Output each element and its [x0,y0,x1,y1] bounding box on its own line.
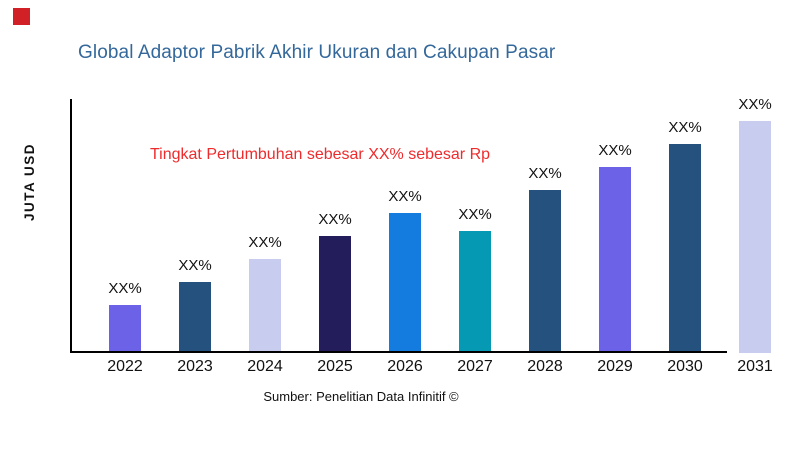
bar-2031 [739,121,771,353]
x-tick-2028: 2028 [527,358,563,375]
x-tick-2025: 2025 [317,358,353,375]
bar-value-label-2030: XX% [668,119,702,136]
source-note: Sumber: Penelitian Data Infinitif © [263,389,459,404]
x-tick-2031: 2031 [737,358,773,375]
bar-2027 [459,231,491,353]
growth-annotation: Tingkat Pertumbuhan sebesar XX% sebesar … [150,146,491,163]
x-tick-2027: 2027 [457,358,493,375]
y-axis-label: JUTA USD [22,143,37,222]
brand-red-square-icon [13,8,30,25]
bar-2026 [389,213,421,353]
bar-value-label-2026: XX% [388,188,422,205]
bar-2023 [179,282,211,353]
bar-value-label-2029: XX% [598,142,632,159]
x-tick-2029: 2029 [597,358,633,375]
x-tick-2022: 2022 [107,358,143,375]
bar-2025 [319,236,351,353]
bar-value-label-2024: XX% [248,234,282,251]
chart-title: Global Adaptor Pabrik Akhir Ukuran dan C… [78,42,556,63]
x-tick-2030: 2030 [667,358,703,375]
bar-2029 [599,167,631,353]
x-tick-2026: 2026 [387,358,423,375]
x-axis-line [70,351,727,353]
bar-value-label-2023: XX% [178,257,212,274]
bar-2028 [529,190,561,353]
bar-2024 [249,259,281,353]
bar-value-label-2025: XX% [318,211,352,228]
x-tick-2024: 2024 [247,358,283,375]
bar-value-label-2028: XX% [528,165,562,182]
x-tick-2023: 2023 [177,358,213,375]
bar-value-label-2022: XX% [108,280,142,297]
bar-value-label-2027: XX% [458,206,492,223]
y-axis-line [70,99,72,353]
bar-value-label-2031: XX% [738,96,772,113]
bar-2022 [109,305,141,353]
bar-2030 [669,144,701,353]
